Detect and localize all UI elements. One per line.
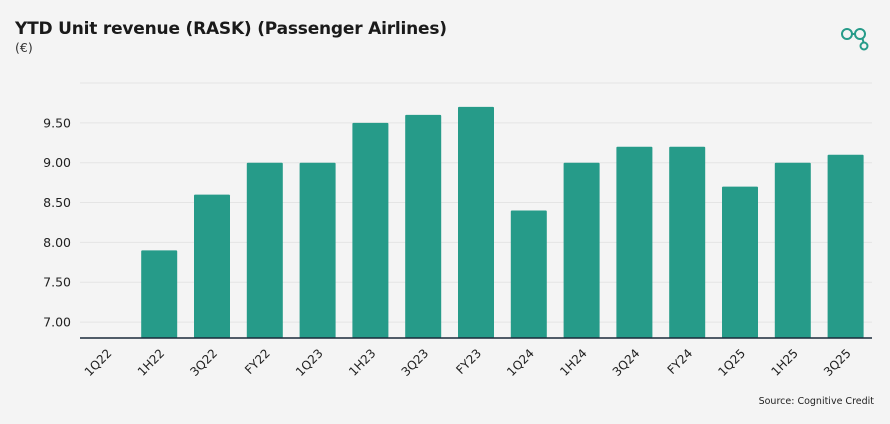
y-tick-label: 8.50 bbox=[43, 195, 71, 210]
x-tick-label: 3Q23 bbox=[399, 346, 432, 379]
bar-3Q25 bbox=[827, 154, 864, 338]
chart-title: YTD Unit revenue (RASK) (Passenger Airli… bbox=[15, 19, 447, 39]
x-tick-label: FY22 bbox=[242, 346, 273, 377]
x-tick-label: 1Q25 bbox=[715, 346, 748, 379]
bar-FY22 bbox=[246, 162, 283, 338]
x-tick-label: 1Q24 bbox=[504, 346, 537, 379]
x-tick-label: 1H23 bbox=[346, 346, 378, 378]
x-tick-label: 1Q22 bbox=[82, 346, 115, 379]
x-tick-label: 3Q22 bbox=[187, 346, 220, 379]
source-note: Source: Cognitive Credit bbox=[758, 396, 874, 407]
bar-1H24 bbox=[563, 162, 600, 338]
x-tick-label: 1Q23 bbox=[293, 346, 326, 379]
y-tick-label: 7.00 bbox=[43, 315, 71, 330]
x-tick-label: 3Q25 bbox=[821, 346, 854, 379]
bar-1H22 bbox=[141, 250, 178, 338]
bar-1H25 bbox=[774, 162, 811, 338]
bar-1Q24 bbox=[510, 210, 547, 338]
bar-3Q22 bbox=[194, 194, 230, 338]
bar-3Q24 bbox=[616, 146, 653, 338]
y-tick-label: 9.50 bbox=[43, 115, 71, 130]
x-tick-label: 3Q24 bbox=[610, 346, 643, 379]
bar-FY24 bbox=[669, 146, 706, 338]
bar-1H23 bbox=[352, 122, 389, 338]
bar-1Q23 bbox=[299, 162, 336, 338]
x-tick-label: 1H24 bbox=[557, 346, 589, 378]
x-tick-label: 1H22 bbox=[135, 346, 167, 378]
bar-3Q23 bbox=[405, 114, 442, 338]
bar-1Q25 bbox=[722, 186, 758, 338]
y-tick-label: 8.00 bbox=[43, 235, 71, 250]
y-tick-label: 7.50 bbox=[43, 275, 71, 290]
x-tick-label: FY24 bbox=[665, 346, 696, 377]
cognitive-credit-logo-icon bbox=[840, 27, 870, 57]
bar-FY23 bbox=[458, 106, 494, 338]
chart-unit-label: (€) bbox=[15, 40, 33, 55]
y-tick-label: 9.00 bbox=[43, 155, 71, 170]
x-tick-label: 1H25 bbox=[768, 346, 800, 378]
x-tick-label: FY23 bbox=[453, 346, 484, 377]
